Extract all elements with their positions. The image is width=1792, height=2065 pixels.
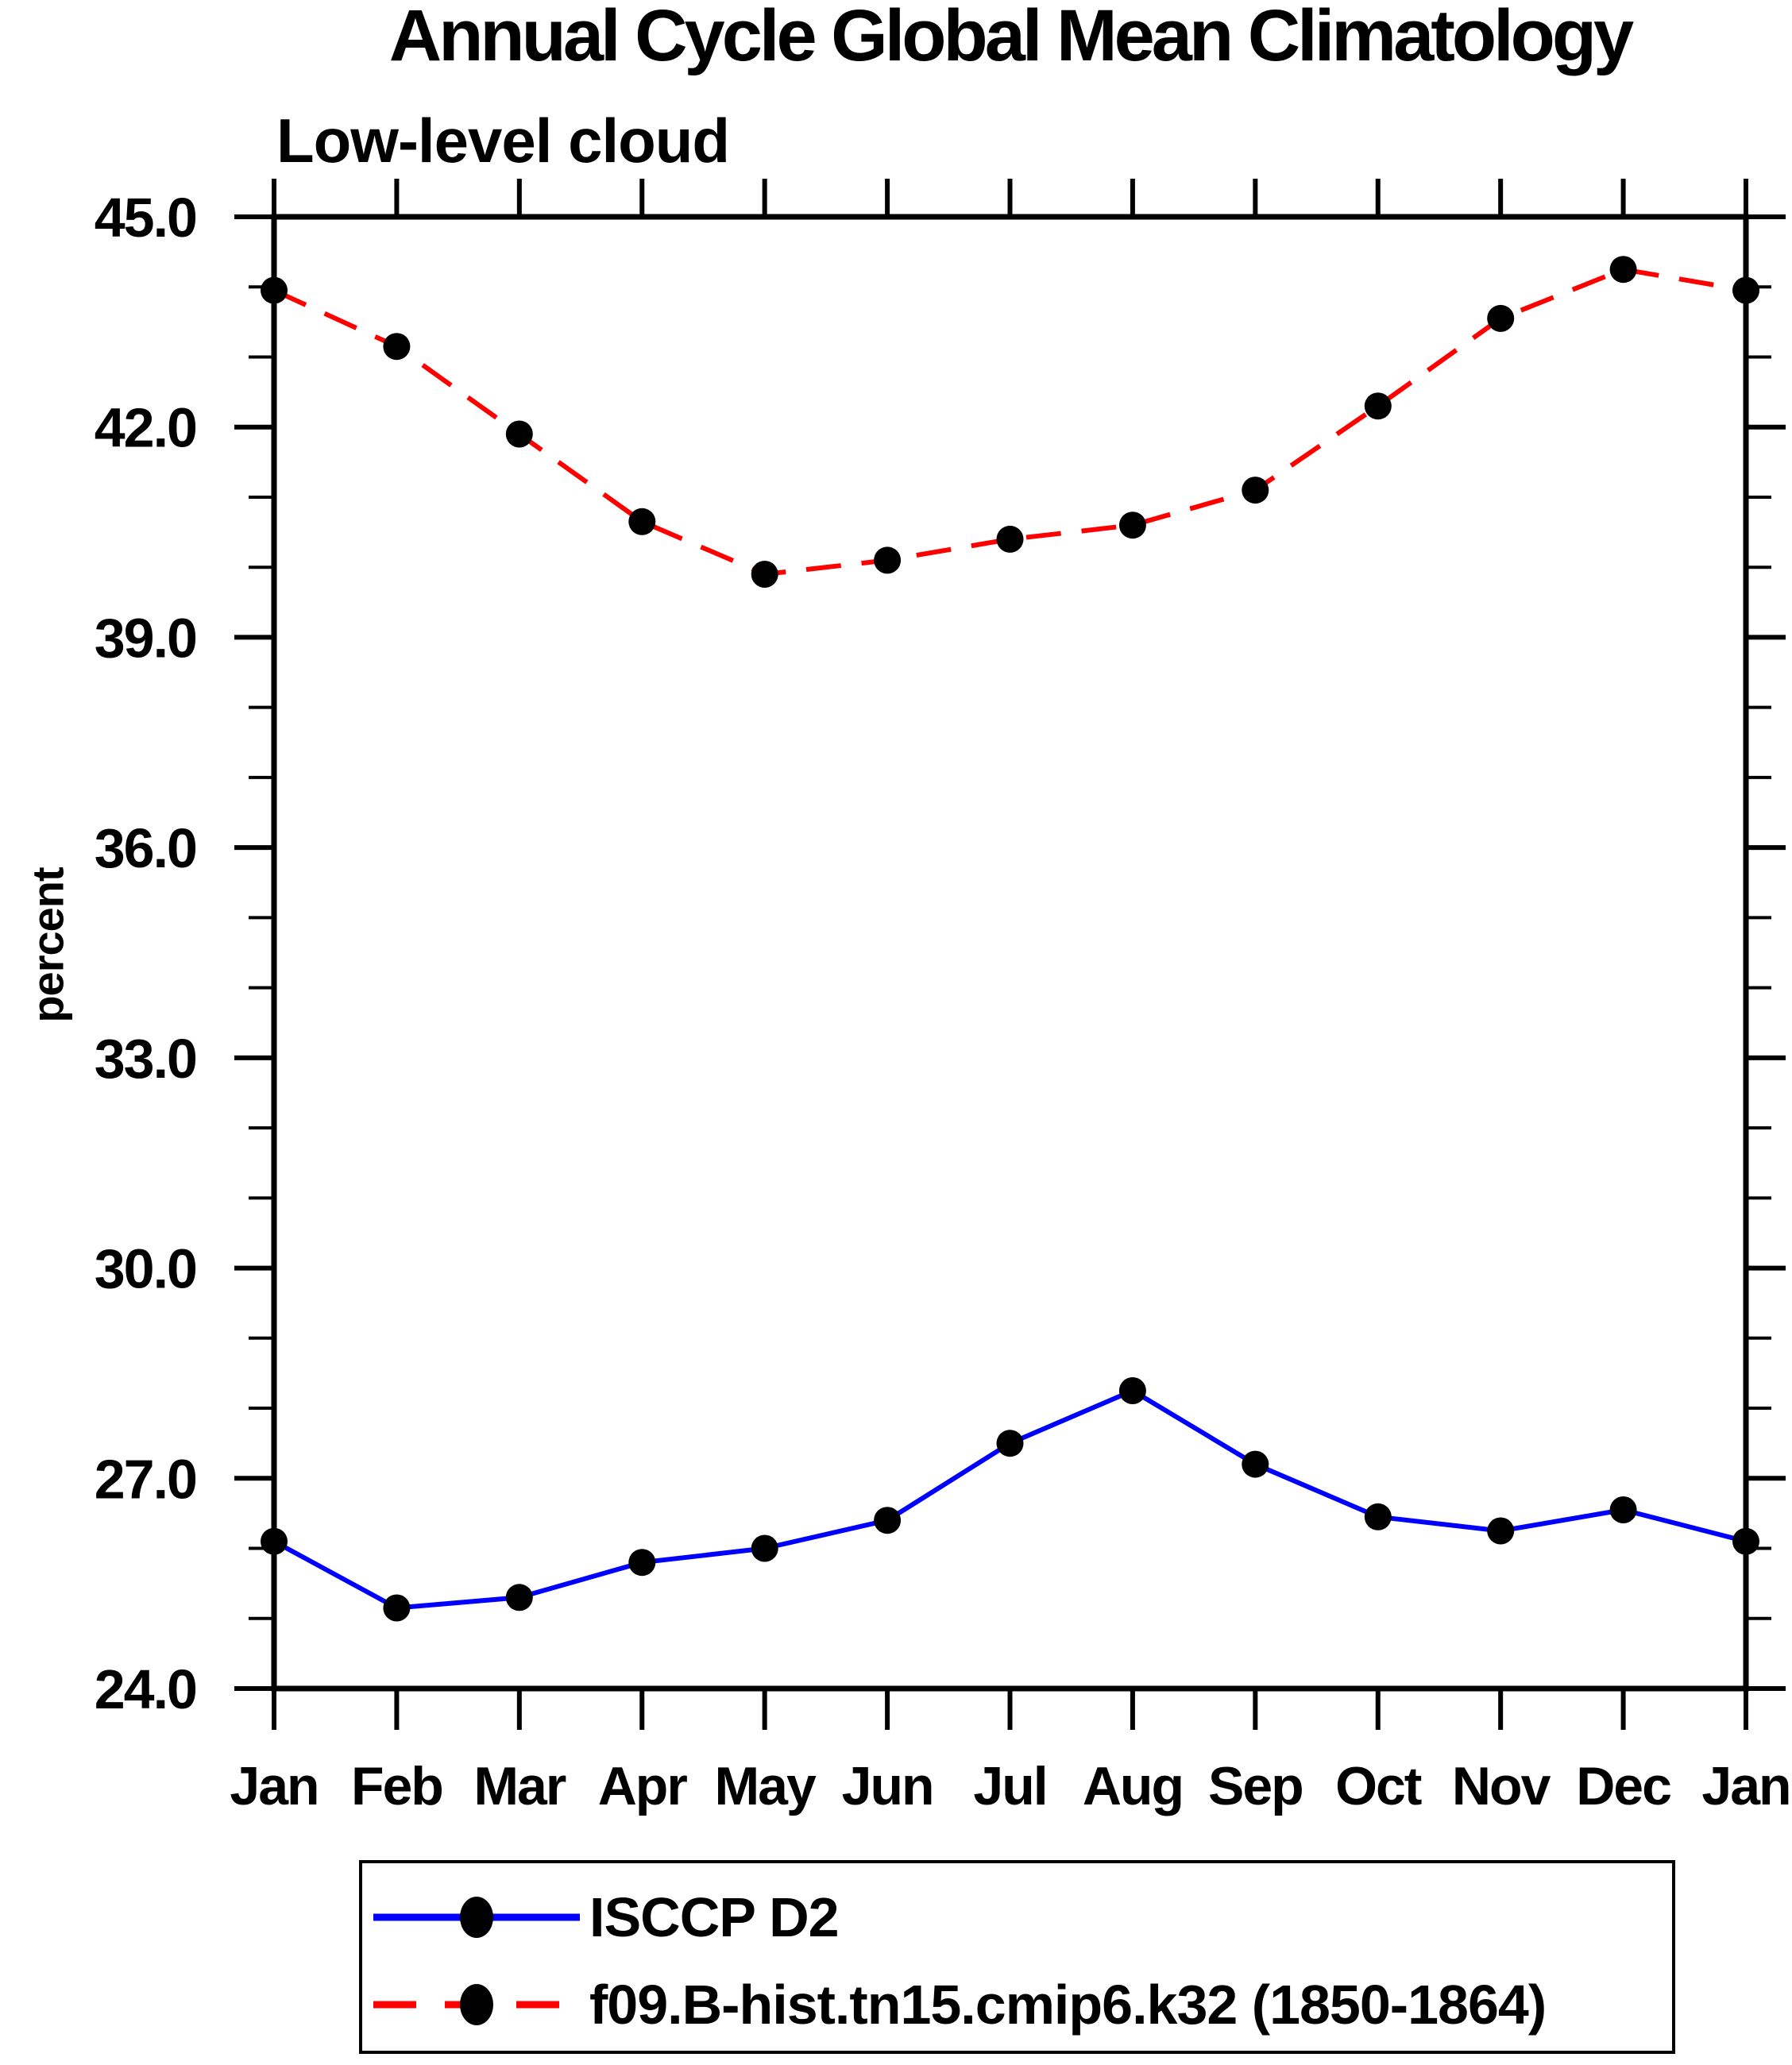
y-axis-tick-label: 39.0 bbox=[95, 607, 196, 669]
data-point bbox=[1118, 1377, 1146, 1404]
data-point bbox=[996, 525, 1024, 553]
y-axis-tick-label: 30.0 bbox=[95, 1238, 196, 1300]
data-point bbox=[261, 276, 288, 304]
data-point bbox=[1364, 392, 1392, 420]
x-axis-tick-label: Nov bbox=[1452, 1756, 1551, 1816]
data-point bbox=[1732, 1527, 1759, 1555]
legend-marker-dot bbox=[460, 1984, 493, 2025]
y-axis-tick-label: 36.0 bbox=[95, 817, 196, 879]
x-axis-tick-label: Aug bbox=[1083, 1756, 1183, 1816]
chart-title: Annual Cycle Global Mean Climatology bbox=[388, 0, 1634, 76]
x-axis-tick-label: Feb bbox=[351, 1756, 442, 1816]
chart-subtitle: Low-level cloud bbox=[276, 106, 730, 176]
y-axis-tick-label: 45.0 bbox=[95, 187, 196, 249]
data-point bbox=[383, 1594, 411, 1622]
data-point bbox=[751, 1534, 778, 1562]
data-point bbox=[628, 1549, 656, 1577]
x-axis-tick-label: Jan bbox=[230, 1756, 318, 1816]
x-axis-tick-label: Sep bbox=[1208, 1756, 1303, 1816]
data-point bbox=[383, 333, 411, 361]
legend-label-model: f09.B-hist.tn15.cmip6.k32 (1850-1864) bbox=[589, 1974, 1547, 2036]
y-axis-tick-label: 27.0 bbox=[95, 1448, 196, 1510]
data-point bbox=[751, 561, 778, 588]
data-point bbox=[874, 546, 902, 574]
data-point bbox=[261, 1527, 288, 1555]
data-point bbox=[1609, 256, 1637, 284]
data-point bbox=[1609, 1496, 1637, 1523]
x-axis-tick-label: Jan bbox=[1701, 1756, 1790, 1816]
data-point bbox=[874, 1507, 902, 1534]
legend-entry-model: f09.B-hist.tn15.cmip6.k32 (1850-1864) bbox=[369, 1974, 1547, 2036]
data-point bbox=[1487, 1517, 1515, 1545]
x-axis-tick-label: Jul bbox=[973, 1756, 1046, 1816]
y-axis-tick-label: 33.0 bbox=[95, 1028, 196, 1090]
data-point bbox=[1242, 1450, 1269, 1478]
series-line-0 bbox=[272, 1388, 1747, 1611]
x-axis-tick-label: Mar bbox=[473, 1756, 566, 1816]
data-point bbox=[1732, 276, 1759, 304]
data-point bbox=[1364, 1503, 1392, 1530]
data-point bbox=[1118, 511, 1146, 539]
data-point bbox=[505, 1584, 533, 1611]
legend-entry-obs: ISCCP D2 bbox=[369, 1886, 840, 1948]
legend-swatch-dashed-line bbox=[373, 1984, 580, 2025]
x-axis-tick-label: Dec bbox=[1576, 1756, 1670, 1816]
data-point bbox=[505, 420, 533, 448]
x-axis-tick-label: Oct bbox=[1335, 1756, 1422, 1816]
data-point bbox=[1242, 477, 1269, 504]
x-axis-tick-label: Jun bbox=[842, 1756, 933, 1816]
x-axis-tick-label: Apr bbox=[598, 1756, 688, 1816]
y-axis-tick-label: 42.0 bbox=[95, 397, 196, 459]
legend-label-obs: ISCCP D2 bbox=[589, 1886, 840, 1948]
data-point bbox=[628, 508, 656, 535]
legend-swatch-solid-line bbox=[373, 1897, 580, 1938]
legend: ISCCP D2 f09.B-hist.tn15.cmip6.k32 (1850… bbox=[359, 1860, 1675, 2054]
x-axis-tick-label: May bbox=[715, 1756, 817, 1816]
legend-marker-dot bbox=[460, 1897, 493, 1938]
data-point bbox=[1487, 304, 1515, 332]
y-axis-tick-label: 24.0 bbox=[95, 1658, 196, 1720]
data-point bbox=[996, 1430, 1024, 1457]
